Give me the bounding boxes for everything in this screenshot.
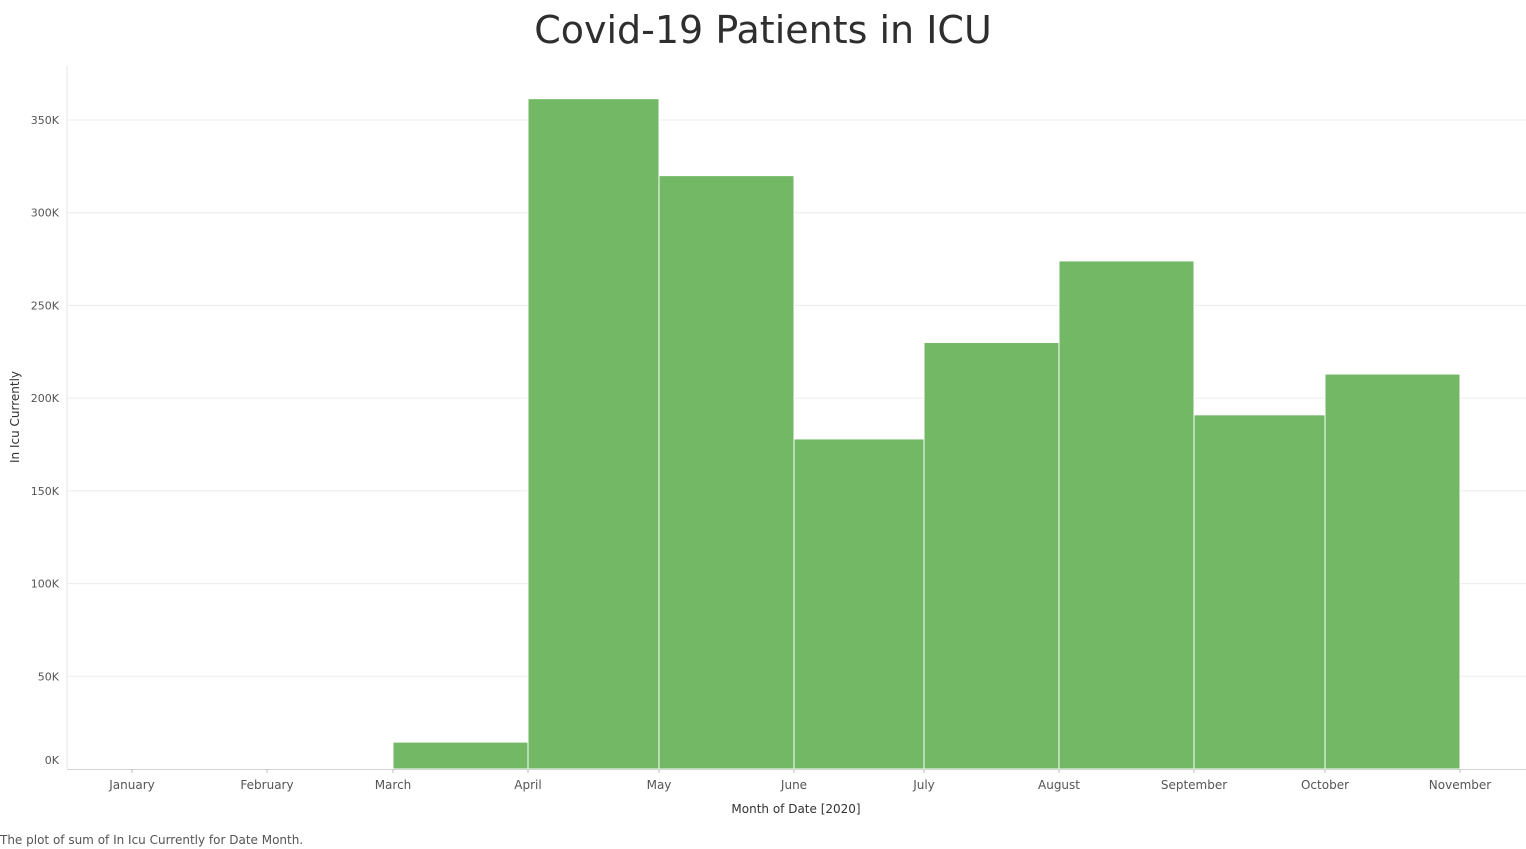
x-tick-label: October: [1301, 778, 1349, 792]
x-tick-label: November: [1429, 778, 1491, 792]
bars: [392, 98, 1461, 770]
bar: [392, 741, 529, 770]
x-tick-label: July: [912, 778, 935, 792]
x-tick-label: June: [780, 778, 807, 792]
bar: [1193, 414, 1326, 770]
bar: [923, 342, 1060, 770]
x-tick-label: August: [1038, 778, 1080, 792]
y-axis-label: In Icu Currently: [8, 371, 22, 463]
bar: [527, 98, 660, 770]
y-tick-label: 300K: [31, 207, 60, 220]
chart-title: Covid-19 Patients in ICU: [534, 8, 992, 52]
chart-caption: The plot of sum of In Icu Currently for …: [0, 833, 304, 847]
y-tick-label: 50K: [38, 670, 60, 683]
x-tick-label: April: [514, 778, 541, 792]
x-axis-label: Month of Date [2020]: [731, 802, 860, 816]
bar: [793, 438, 925, 770]
x-tick-label: January: [108, 778, 155, 792]
x-tick-label: September: [1161, 778, 1227, 792]
x-tick-label: February: [240, 778, 293, 792]
y-tick-label: 100K: [31, 578, 60, 591]
y-tick-label: 150K: [31, 485, 60, 498]
bar: [1058, 260, 1195, 770]
bar: [1324, 373, 1461, 770]
x-tick-label: March: [375, 778, 412, 792]
y-tick-label: 350K: [31, 114, 60, 127]
bar: [658, 175, 795, 770]
x-tick-label: May: [647, 778, 672, 792]
axes: 0K 50K 100K 150K 200K 250K 300K 350K January Febr…: [31, 66, 1526, 792]
y-tick-label: 200K: [31, 392, 60, 405]
y-tick-label: 250K: [31, 299, 60, 312]
y-tick-label: 0K: [45, 754, 60, 767]
